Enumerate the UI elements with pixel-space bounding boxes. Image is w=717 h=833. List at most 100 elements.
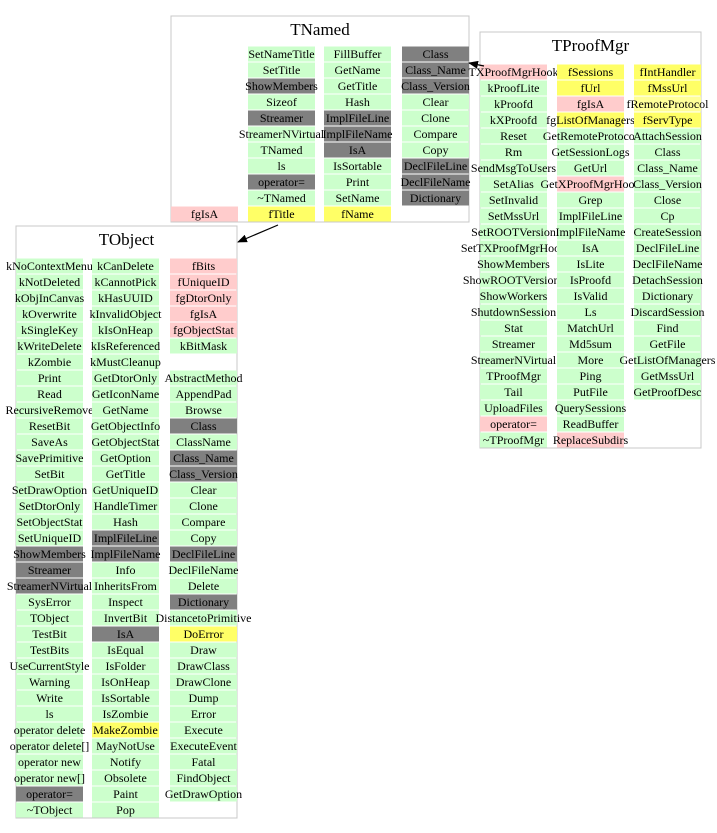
member-cell: [16, 418, 83, 434]
member-name: fgDtorOnly: [176, 291, 232, 305]
member-name: fSessions: [568, 65, 614, 79]
member-name: Warning: [29, 675, 70, 689]
member-name: Error: [191, 707, 216, 721]
member-name: fUniqueID: [178, 275, 230, 289]
member-name: ImplFileLine: [559, 209, 622, 223]
member-cell: [92, 690, 159, 706]
member-cell: [16, 594, 83, 610]
member-cell: [557, 160, 624, 176]
member-name: GetUniqueID: [93, 483, 159, 497]
member-cell: [480, 96, 547, 112]
member-cell: [324, 206, 391, 222]
member-cell: [324, 174, 391, 190]
member-cell: [170, 386, 237, 402]
member-name: TestBits: [30, 643, 69, 657]
member-cell: [480, 336, 547, 352]
member-name: GetName: [103, 403, 149, 417]
member-cell: [557, 112, 624, 128]
member-name: Class: [654, 145, 680, 159]
member-cell: [171, 206, 238, 222]
member-name: Execute: [184, 723, 223, 737]
member-cell: [92, 434, 159, 450]
member-name: GetDtorOnly: [94, 371, 157, 385]
member-name: kCannotPick: [95, 275, 157, 289]
member-name: kInvalidObject: [90, 307, 163, 321]
member-cell: [170, 626, 237, 642]
member-name: DeclFileName: [169, 563, 239, 577]
member-name: AbstractMethod: [165, 371, 243, 385]
member-name: ShowMembers: [477, 257, 550, 271]
member-name: GetIconName: [92, 387, 159, 401]
member-name: SetTitle: [263, 63, 301, 77]
member-cell: [634, 240, 701, 256]
member-name: Copy: [190, 531, 216, 545]
member-cell: [480, 272, 547, 288]
member-cell: [557, 224, 624, 240]
member-name: Streamer: [492, 337, 535, 351]
member-cell: [170, 754, 237, 770]
member-cell: [16, 530, 83, 546]
member-name: ImplFileLine: [94, 531, 157, 545]
member-cell: [480, 384, 547, 400]
member-cell: [248, 206, 315, 222]
member-cell: [92, 338, 159, 354]
member-name: SetNameTitle: [248, 47, 314, 61]
member-cell: [634, 112, 701, 128]
member-name: fgIsA: [190, 307, 218, 321]
member-cell: [480, 416, 547, 432]
member-cell: [480, 208, 547, 224]
member-cell: [480, 224, 547, 240]
member-name: Write: [36, 691, 63, 705]
member-name: Clone: [189, 499, 218, 513]
member-cell: [324, 94, 391, 110]
member-cell: [248, 174, 315, 190]
member-name: SetBit: [34, 467, 65, 481]
member-name: kNotDeleted: [19, 275, 80, 289]
member-cell: [402, 46, 469, 62]
member-cell: [634, 256, 701, 272]
member-name: Hash: [345, 95, 370, 109]
member-name: ResetBit: [29, 419, 71, 433]
member-name: kOverwrite: [22, 307, 77, 321]
member-cell: [92, 514, 159, 530]
member-cell: [324, 142, 391, 158]
member-name: fIntHandler: [640, 65, 696, 79]
member-name: IsA: [117, 627, 135, 641]
member-cell: [480, 240, 547, 256]
member-cell: [557, 400, 624, 416]
member-cell: [92, 594, 159, 610]
member-cell: [634, 64, 701, 80]
member-name: GetOption: [100, 451, 151, 465]
member-cell: [92, 386, 159, 402]
member-cell: [16, 498, 83, 514]
member-name: GetProofDesc: [634, 385, 702, 399]
member-name: Fatal: [192, 755, 217, 769]
member-cell: [16, 674, 83, 690]
member-cell: [248, 190, 315, 206]
member-name: Class_Name: [637, 161, 698, 175]
member-cell: [16, 306, 83, 322]
member-cell: [634, 272, 701, 288]
member-name: RecursiveRemove: [6, 403, 94, 417]
member-cell: [634, 192, 701, 208]
member-name: Sizeof: [266, 95, 297, 109]
member-name: fUrl: [581, 81, 602, 95]
member-name: operator delete[]: [10, 739, 90, 753]
member-cell: [634, 352, 701, 368]
member-name: GetObjectInfo: [91, 419, 160, 433]
member-name: SysError: [28, 595, 71, 609]
member-name: fgObjectStat: [173, 323, 234, 337]
member-name: GetListOfManagers: [620, 353, 716, 367]
member-cell: [557, 272, 624, 288]
member-name: Class_Version: [633, 177, 702, 191]
member-name: Browse: [185, 403, 222, 417]
member-name: DrawClone: [176, 675, 231, 689]
member-name: kBitMask: [180, 339, 227, 353]
member-cell: [170, 450, 237, 466]
member-name: Find: [656, 321, 678, 335]
member-cell: [248, 126, 315, 142]
member-cell: [170, 274, 237, 290]
member-cell: [634, 160, 701, 176]
member-cell: [634, 304, 701, 320]
member-name: ImplFileName: [556, 225, 626, 239]
